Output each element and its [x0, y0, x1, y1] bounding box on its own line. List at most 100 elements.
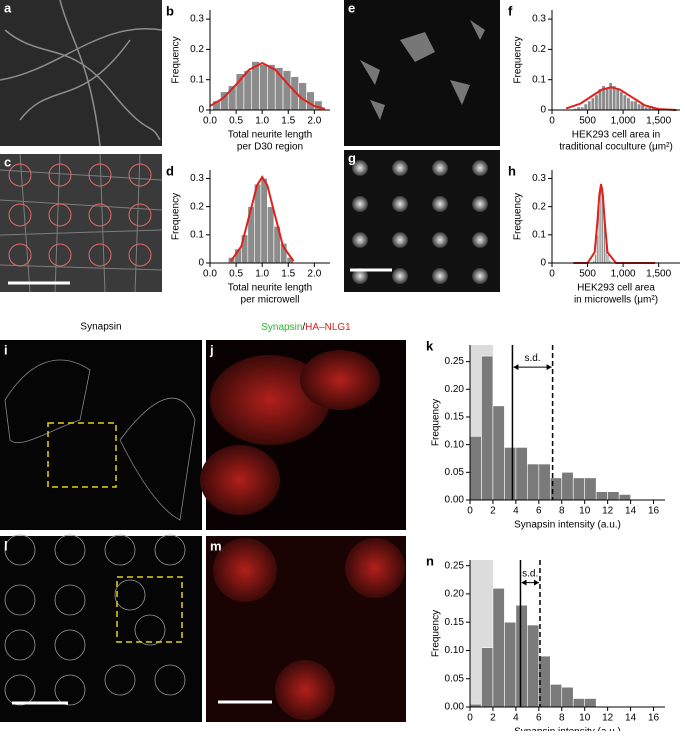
x-tick-label: 0.0: [203, 116, 217, 127]
x-tick-label: 1,000: [611, 116, 636, 127]
x-tick-label: 0: [467, 506, 473, 517]
y-tick-label: 0.20: [445, 589, 465, 600]
annotation: s.d.: [524, 353, 540, 364]
x-axis-label: HEK293 cell area in: [572, 130, 660, 141]
bar: [629, 100, 635, 111]
bar: [504, 447, 517, 501]
x-tick-label: 6: [536, 506, 542, 517]
x-tick-label: 4: [513, 713, 519, 724]
y-tick-label: 0.00: [445, 702, 465, 713]
y-tick-label: 0.1: [190, 229, 204, 240]
caption-i: Synapsin: [80, 322, 121, 333]
x-tick-label: 2.0: [307, 116, 321, 127]
bar: [594, 94, 599, 111]
fit-curve: [573, 183, 656, 264]
y-tick-label: 0.3: [190, 173, 204, 184]
y-tick-label: 0.1: [532, 74, 546, 85]
chart: 0 0.1 0.2 0.3 0 500 1,000 1,500 HEK293 cell area…: [508, 3, 680, 153]
x-tick-label: 4: [513, 506, 519, 517]
bar: [561, 686, 574, 708]
image-e: [344, 0, 500, 146]
bar: [538, 463, 551, 501]
x-axis-label: traditional coculture (μm²): [559, 142, 673, 153]
x-axis-label: Synapsin intensity (a.u.): [514, 520, 621, 531]
captions: Synapsin Synapsin/HA–NLG1: [80, 322, 351, 333]
bar: [481, 355, 494, 501]
y-tick-label: 0: [540, 258, 546, 269]
bar: [605, 88, 610, 111]
panel-label: g: [348, 150, 356, 165]
x-tick-label: 1.0: [255, 269, 269, 280]
bar: [584, 477, 597, 501]
bar: [492, 587, 505, 708]
bar: [595, 491, 608, 501]
bar: [572, 477, 586, 501]
caption-j: Synapsin/HA–NLG1: [261, 322, 351, 333]
x-tick-label: 8: [559, 713, 565, 724]
x-tick-label: 16: [648, 506, 660, 517]
y-tick-label: 0: [198, 105, 204, 116]
panel-label: h: [508, 163, 516, 178]
image-g: [344, 150, 500, 292]
bar: [572, 698, 586, 708]
y-tick-label: 0.15: [445, 617, 465, 628]
y-tick-label: 0.25: [445, 560, 465, 571]
bar: [626, 97, 631, 111]
x-tick-label: 500: [579, 269, 596, 280]
y-tick-label: 0.10: [445, 439, 465, 450]
x-tick-label: 1,500: [646, 269, 671, 280]
x-tick-label: 0: [467, 713, 473, 724]
panel-label: m: [210, 538, 222, 553]
panel-label: b: [166, 3, 174, 18]
x-tick-label: 0: [549, 116, 555, 127]
y-tick-label: 0.05: [445, 467, 465, 478]
image-a: [0, 0, 163, 147]
annotation: s.d.: [522, 568, 538, 579]
bar: [633, 100, 638, 111]
x-tick-label: 2: [490, 506, 496, 517]
caption-red: HA–NLG1: [305, 322, 351, 333]
x-tick-label: 1,000: [611, 269, 636, 280]
y-axis-label: Frequency: [171, 36, 182, 83]
image-m: [206, 536, 406, 722]
bar: [549, 684, 563, 708]
bar: [584, 698, 597, 708]
chart: 0 0.1 0.2 0.3 0 500 1,000 1,500 HEK293 cell area…: [508, 163, 680, 306]
panel-label: k: [426, 338, 434, 353]
caption-green: Synapsin: [261, 322, 302, 333]
bar: [515, 604, 528, 708]
y-axis-label: Frequency: [513, 36, 524, 83]
bar: [481, 647, 494, 708]
x-tick-label: 0: [549, 269, 555, 280]
chart: s.d. 0.00 0.05 0.10 0.15 0.20 0.25 0 2 4 6 8 10 12 14 1…: [426, 338, 665, 531]
bar: [527, 463, 540, 501]
panel-label: n: [426, 553, 434, 568]
y-tick-label: 0.25: [445, 356, 465, 367]
bar: [492, 405, 505, 501]
y-axis-label: Frequency: [431, 399, 442, 446]
panel-label: l: [4, 538, 8, 553]
bar: [607, 491, 620, 501]
y-tick-label: 0.15: [445, 412, 465, 423]
x-tick-label: 6: [536, 713, 542, 724]
y-tick-label: 0.3: [532, 173, 546, 184]
panel-label: e: [348, 0, 355, 15]
bar: [243, 70, 253, 111]
y-tick-label: 0: [198, 258, 204, 269]
x-tick-label: 14: [625, 713, 637, 724]
bar: [282, 70, 292, 111]
image-l: [0, 534, 202, 722]
bar: [260, 178, 268, 264]
x-tick-label: 10: [579, 713, 591, 724]
x-tick-label: 16: [648, 713, 660, 724]
caption-slash: /: [302, 322, 305, 333]
image-j: [200, 340, 406, 530]
bar: [618, 494, 631, 501]
fit-curve: [565, 86, 677, 111]
bar: [515, 447, 528, 501]
bar: [622, 94, 627, 111]
y-tick-label: 0: [540, 105, 546, 116]
chart: 0 0.1 0.2 0.3 0.0 0.5 1.0 1.5 2.0 Total neurite l…: [166, 163, 330, 306]
x-tick-label: 14: [625, 506, 637, 517]
